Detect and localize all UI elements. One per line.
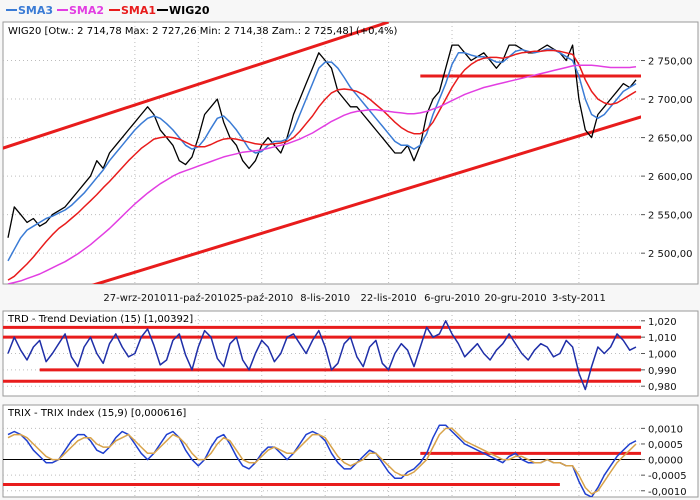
main-ytick-label: 2 650,00 xyxy=(648,134,693,145)
main-ytick-label: 2 600,00 xyxy=(648,172,693,183)
trd-ytick-label: 1,010 xyxy=(648,333,677,344)
series-signal xyxy=(7,427,637,495)
series-trd xyxy=(7,320,637,391)
trix-trendlines xyxy=(3,451,641,487)
legend-label-wig20: WIG20 xyxy=(169,4,210,17)
trd-ytick-label: 0,980 xyxy=(648,382,677,393)
trix-ytick-label: 0,0000 xyxy=(648,456,683,467)
legend: SMA3 SMA2 SMA1 WIG20 xyxy=(6,4,210,17)
legend-label-sma3: SMA3 xyxy=(18,4,53,17)
trix-series xyxy=(7,424,637,497)
trd-ytick-label: 1,020 xyxy=(648,317,677,328)
xtick-label: 11-paź-2010 xyxy=(167,292,230,304)
lower-channel-line xyxy=(91,115,641,284)
xtick-label: 6-gru-2010 xyxy=(424,293,480,304)
main-ytick-label: 2 700,00 xyxy=(648,95,693,106)
trix-y-axis: -0,0010 -0,0005 0,0000 0,0005 0,0010 xyxy=(641,424,687,498)
main-series xyxy=(7,44,637,284)
xtick-label: 8-lis-2010 xyxy=(300,293,350,304)
trix-ytick-label: 0,0010 xyxy=(648,424,683,435)
trd-trendlines xyxy=(3,325,641,383)
xtick-label: 22-lis-2010 xyxy=(361,293,417,304)
main-pane xyxy=(2,21,699,285)
upper-channel-line xyxy=(3,22,390,150)
trd-series xyxy=(7,320,637,391)
series-sma2 xyxy=(7,64,637,284)
xtick-label: 3-sty-2011 xyxy=(552,293,606,304)
series-trix xyxy=(7,424,637,497)
main-ytick-label: 2 750,00 xyxy=(648,57,693,68)
series-sma1 xyxy=(7,49,637,281)
main-ytick-label: 2 500,00 xyxy=(648,249,693,260)
trd-ytick-label: 1,000 xyxy=(648,350,677,361)
trd-ytick-label: 0,990 xyxy=(648,366,677,377)
xtick-label: 25-paź-2010 xyxy=(230,292,293,304)
xtick-label: 27-wrz-2010 xyxy=(103,293,166,304)
trix-ytick-label: -0,0010 xyxy=(648,487,687,498)
main-ytick-label: 2 550,00 xyxy=(648,211,693,222)
legend-label-sma1: SMA1 xyxy=(121,4,156,17)
main-pane-title: WIG20 [Otw.: 2 714,78 Max: 2 727,26 Min:… xyxy=(8,26,398,37)
legend-label-sma2: SMA2 xyxy=(69,4,104,17)
trd-y-axis: 0,980 0,990 1,000 1,010 1,020 xyxy=(641,317,677,393)
x-axis: 27-wrz-2010 11-paź-2010 25-paź-2010 8-lis-2… xyxy=(103,292,605,304)
trix-pane-title: TRIX - TRIX Index (15,9) [0,000616] xyxy=(7,408,186,419)
trix-ytick-label: -0,0005 xyxy=(648,471,687,482)
xtick-label: 20-gru-2010 xyxy=(484,293,546,304)
main-y-axis: 2 500,00 2 550,00 2 600,00 2 650,00 2 700,00… xyxy=(641,57,693,260)
trd-pane-title: TRD - Trend Deviation (15) [1,00392] xyxy=(7,314,193,325)
trix-ytick-label: 0,0005 xyxy=(648,440,683,451)
